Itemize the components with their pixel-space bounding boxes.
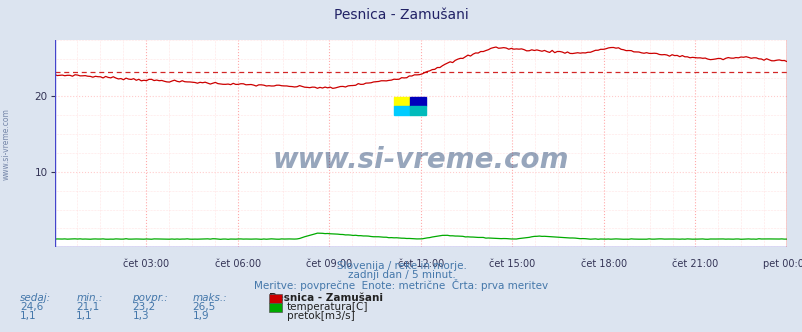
Text: pretok[m3/s]: pretok[m3/s]: [286, 311, 354, 321]
Text: www.si-vreme.com: www.si-vreme.com: [2, 109, 11, 180]
Text: 23,2: 23,2: [132, 302, 156, 312]
Text: pet 00:00: pet 00:00: [763, 259, 802, 269]
Text: 26,5: 26,5: [192, 302, 216, 312]
Text: čet 03:00: čet 03:00: [123, 259, 169, 269]
Text: Meritve: povprečne  Enote: metrične  Črta: prva meritev: Meritve: povprečne Enote: metrične Črta:…: [254, 279, 548, 290]
Bar: [409, 106, 425, 115]
Text: čet 18:00: čet 18:00: [580, 259, 626, 269]
Text: zadnji dan / 5 minut.: zadnji dan / 5 minut.: [347, 270, 455, 280]
Text: 1,1: 1,1: [76, 311, 93, 321]
Text: Pesnica - Zamušani: Pesnica - Zamušani: [334, 8, 468, 22]
Text: 24,6: 24,6: [20, 302, 43, 312]
Text: čet 15:00: čet 15:00: [488, 259, 535, 269]
Text: 1,9: 1,9: [192, 311, 209, 321]
Text: čet 06:00: čet 06:00: [214, 259, 261, 269]
Text: temperatura[C]: temperatura[C]: [286, 302, 367, 312]
Text: povpr.:: povpr.:: [132, 293, 168, 303]
Bar: [393, 106, 409, 115]
Text: 1,1: 1,1: [20, 311, 37, 321]
Text: 21,1: 21,1: [76, 302, 99, 312]
Text: Slovenija / reke in morje.: Slovenija / reke in morje.: [336, 261, 466, 271]
Text: čet 09:00: čet 09:00: [306, 259, 352, 269]
Text: Pesnica - Zamušani: Pesnica - Zamušani: [269, 293, 383, 303]
Bar: [393, 97, 409, 106]
Text: maks.:: maks.:: [192, 293, 227, 303]
Bar: [409, 97, 425, 106]
Text: čet 21:00: čet 21:00: [671, 259, 718, 269]
Text: 1,3: 1,3: [132, 311, 149, 321]
Text: sedaj:: sedaj:: [20, 293, 51, 303]
Text: www.si-vreme.com: www.si-vreme.com: [272, 146, 569, 174]
Text: min.:: min.:: [76, 293, 103, 303]
Text: čet 12:00: čet 12:00: [397, 259, 444, 269]
